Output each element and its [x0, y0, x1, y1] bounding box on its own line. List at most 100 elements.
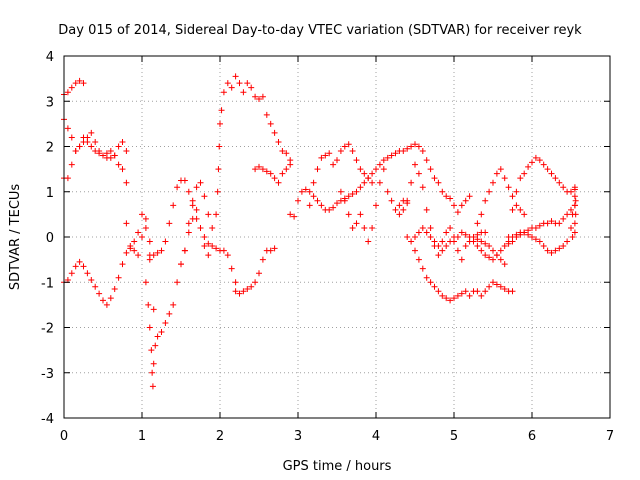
- data-point: [213, 211, 220, 218]
- data-point: [150, 360, 157, 367]
- data-point: [228, 265, 235, 272]
- data-point: [556, 220, 563, 227]
- data-point: [149, 369, 156, 376]
- data-point: [166, 310, 173, 317]
- y-tick-label: 2: [46, 141, 54, 156]
- data-point: [419, 224, 426, 231]
- data-point: [482, 288, 489, 295]
- data-point: [154, 333, 161, 340]
- data-point: [435, 288, 442, 295]
- data-point: [419, 265, 426, 272]
- data-point: [88, 129, 95, 136]
- series-sat-n: [337, 166, 411, 245]
- data-point: [115, 161, 122, 168]
- data-point: [181, 247, 188, 254]
- data-point: [115, 274, 122, 281]
- data-point: [68, 270, 75, 277]
- data-point: [314, 166, 321, 173]
- data-point: [214, 188, 221, 195]
- data-point: [419, 184, 426, 191]
- data-point: [466, 193, 473, 200]
- data-point: [415, 143, 422, 150]
- series-sat-d: [61, 211, 153, 308]
- series-sat-s: [474, 154, 578, 268]
- data-point: [478, 211, 485, 218]
- data-point: [458, 229, 465, 236]
- data-point: [482, 229, 489, 236]
- data-point: [412, 234, 418, 240]
- data-point: [505, 184, 512, 191]
- data-point: [322, 152, 329, 159]
- data-point: [357, 184, 364, 191]
- data-point: [306, 202, 313, 209]
- data-point: [571, 186, 578, 193]
- data-point: [451, 238, 457, 245]
- data-point: [458, 256, 465, 263]
- data-point: [365, 238, 372, 245]
- data-point: [259, 166, 266, 173]
- data-point: [256, 95, 262, 102]
- data-point: [92, 148, 99, 155]
- data-point: [400, 148, 407, 155]
- data-point: [521, 170, 528, 177]
- series-sat-f: [142, 279, 159, 390]
- data-point: [135, 229, 142, 236]
- data-point: [271, 129, 278, 136]
- data-point: [345, 193, 352, 200]
- data-point: [267, 247, 274, 254]
- data-point: [100, 297, 106, 304]
- data-point: [482, 197, 489, 204]
- data-point: [466, 292, 473, 299]
- data-point: [76, 258, 83, 265]
- data-point: [68, 161, 75, 168]
- data-point: [544, 166, 551, 173]
- x-tick-label: 5: [450, 429, 458, 444]
- data-point: [540, 243, 547, 250]
- data-point: [123, 148, 130, 155]
- y-tick-label: -4: [41, 412, 54, 427]
- data-point: [170, 301, 177, 308]
- x-tick-label: 1: [138, 429, 146, 444]
- series-sat-j: [232, 245, 278, 297]
- data-point: [170, 202, 177, 209]
- data-point: [454, 247, 461, 254]
- y-tick-labels: -4 -3 -2 -1 0 1 2 3 4: [41, 50, 54, 427]
- data-point: [412, 247, 418, 254]
- data-point: [369, 179, 376, 186]
- data-point: [536, 157, 543, 164]
- data-point: [521, 211, 528, 218]
- data-point: [220, 247, 227, 254]
- data-point: [256, 270, 262, 277]
- data-point: [525, 231, 532, 238]
- data-point: [240, 89, 247, 96]
- data-point: [388, 197, 395, 204]
- data-point: [431, 283, 438, 290]
- data-point: [215, 166, 222, 173]
- data-point: [149, 383, 156, 390]
- data-point: [482, 252, 489, 259]
- data-point: [84, 138, 91, 145]
- series-sat-k: [252, 157, 294, 186]
- data-point: [72, 148, 79, 155]
- data-point: [139, 234, 145, 240]
- data-point: [474, 236, 481, 243]
- data-point: [181, 177, 188, 184]
- data-point: [486, 243, 493, 250]
- data-point: [365, 175, 372, 182]
- data-point: [244, 286, 251, 293]
- data-point: [68, 134, 75, 141]
- data-point: [318, 154, 325, 161]
- data-point: [525, 163, 532, 170]
- data-point: [92, 138, 99, 145]
- data-point: [337, 148, 344, 155]
- series-sat-h: [178, 179, 216, 268]
- data-point: [96, 290, 103, 297]
- data-point: [404, 197, 411, 204]
- data-point: [361, 224, 368, 231]
- data-point: [560, 184, 567, 191]
- data-point: [174, 279, 181, 286]
- data-point: [505, 238, 512, 245]
- data-point: [435, 179, 442, 186]
- x-tick-label: 0: [60, 429, 68, 444]
